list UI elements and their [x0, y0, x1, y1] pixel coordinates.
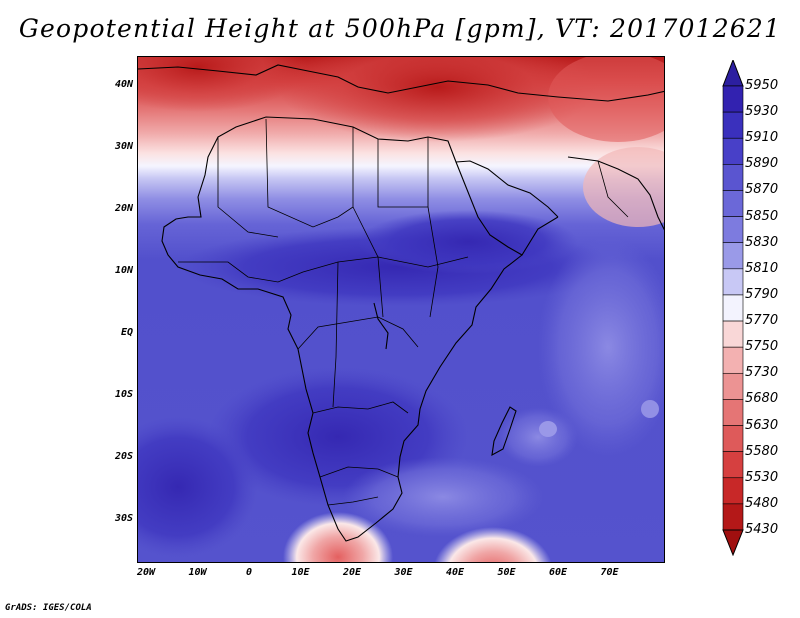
y-tick-label: EQ [120, 327, 133, 338]
colorbar-level-label: 5480 [745, 495, 779, 511]
map-plot-area [137, 56, 665, 563]
colorbar-segment [722, 399, 744, 426]
colorbar-level-label: 5530 [745, 469, 779, 485]
colorbar-level-label: 5930 [745, 104, 779, 120]
border-8 [327, 496, 379, 506]
x-tick-label: 20W [136, 567, 156, 578]
x-tick-label: 50E [497, 567, 516, 578]
colorbar-segment [722, 346, 744, 374]
colorbar-level-label: 5750 [745, 339, 779, 355]
colorbar-level-label: 5890 [745, 156, 779, 172]
x-tick-label: 30E [394, 567, 413, 578]
spot-light-2 [641, 400, 659, 418]
geopotential-map [138, 57, 664, 562]
colorbar-segment [722, 216, 744, 244]
border-1 [217, 137, 279, 238]
low-height-core-far-east [548, 57, 664, 142]
y-tick-label: 10S [114, 389, 133, 400]
colorbar-segment [722, 164, 744, 191]
colorbar-level-label: 5950 [745, 78, 779, 93]
colorbar-min-triangle [722, 529, 744, 556]
border-2 [265, 118, 354, 228]
colorbar-segment [722, 190, 744, 217]
border-5 [297, 316, 419, 350]
colorbar-segment [722, 137, 744, 165]
warm-patch-se [434, 527, 552, 562]
border-10 [427, 206, 439, 318]
africa-coastline [161, 116, 523, 542]
colorbar-level-label: 5870 [745, 182, 779, 198]
border-12 [597, 160, 629, 218]
colorbar-segment [722, 320, 744, 348]
border-6 [312, 401, 409, 414]
colorbar [722, 60, 744, 556]
x-tick-label: 10E [291, 567, 310, 578]
low-height-core-east [278, 57, 598, 142]
colorbar-level-label: 5790 [745, 286, 779, 302]
country-borders [178, 118, 629, 506]
madagascar [491, 406, 517, 457]
spot-light [539, 421, 557, 437]
colorbar-segment [722, 268, 744, 296]
colorbar-level-label: 5770 [745, 313, 779, 329]
colorbar-segment [722, 503, 744, 531]
border-11 [332, 261, 339, 408]
colorbar-level-label: 5580 [745, 443, 779, 459]
border-9 [352, 206, 384, 318]
colorbar-level-label: 5630 [745, 417, 779, 433]
colorbar-segment [722, 477, 744, 505]
grads-credit: GrADS: IGES/COLA [5, 603, 92, 613]
border-7 [319, 466, 399, 478]
lower-height-sa [343, 457, 543, 537]
chart-title: Geopotential Height at 500hPa [gpm], VT:… [18, 14, 782, 43]
x-tick-label: 40E [445, 567, 465, 578]
colorbar-segment [722, 425, 744, 452]
colorbar-level-label: 5910 [745, 130, 779, 146]
x-tick-label: 0 [245, 567, 253, 578]
colorbar-segment [722, 294, 744, 322]
y-tick-label: 40N [114, 79, 133, 90]
lower-height-mozambique [498, 407, 578, 467]
arabian-south [521, 216, 559, 256]
colorbar-level-label: 5830 [745, 234, 779, 250]
colorbar-segment [722, 372, 744, 400]
y-tick-label: 20S [114, 451, 133, 462]
x-tick-label: 20E [342, 567, 362, 578]
y-tick-label: 10N [114, 265, 133, 276]
colorbar-segment [722, 451, 744, 479]
x-tick-label: 10W [188, 567, 207, 578]
europe-asia-coast [138, 64, 664, 102]
x-tick-label: 70E [600, 567, 619, 578]
colorbar-segment [722, 242, 744, 270]
warm-patch-sw [283, 512, 393, 562]
high-core-sudan [358, 210, 578, 274]
colorbar-level-label: 5810 [745, 260, 779, 276]
y-tick-label: 30S [114, 513, 133, 524]
colorbar-level-label: 5680 [745, 391, 779, 407]
colorbar-segment [722, 85, 744, 113]
colorbar-level-label: 5850 [745, 208, 779, 224]
border-4 [178, 256, 469, 283]
colorbar-segment [722, 111, 744, 139]
lake-victoria-region [373, 302, 389, 350]
lower-height-indian-ocean [538, 237, 664, 457]
warm-tongue-ne [583, 147, 664, 227]
high-core-sw [138, 417, 258, 557]
colorbar-level-label: 5430 [745, 522, 779, 537]
colorbar-level-label: 5730 [745, 365, 779, 381]
border-3 [377, 137, 429, 208]
arabian-peninsula [455, 160, 559, 218]
y-tick-label: 20N [114, 203, 133, 214]
x-tick-label: 60E [548, 567, 568, 578]
y-tick-label: 30N [114, 141, 133, 152]
colorbar-max-triangle [722, 60, 744, 87]
